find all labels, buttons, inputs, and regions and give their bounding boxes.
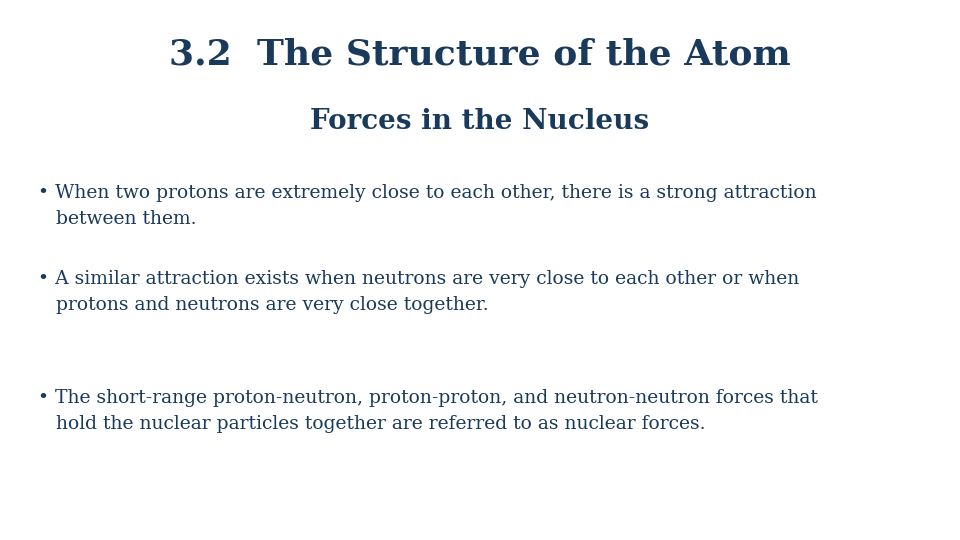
Text: • A similar attraction exists when neutrons are very close to each other or when: • A similar attraction exists when neutr…: [38, 270, 800, 314]
Text: Forces in the Nucleus: Forces in the Nucleus: [310, 108, 650, 135]
Text: • The short-range proton-neutron, proton-proton, and neutron-neutron forces that: • The short-range proton-neutron, proton…: [38, 389, 818, 433]
Text: 3.2  The Structure of the Atom: 3.2 The Structure of the Atom: [169, 38, 791, 72]
Text: • When two protons are extremely close to each other, there is a strong attracti: • When two protons are extremely close t…: [38, 184, 817, 228]
